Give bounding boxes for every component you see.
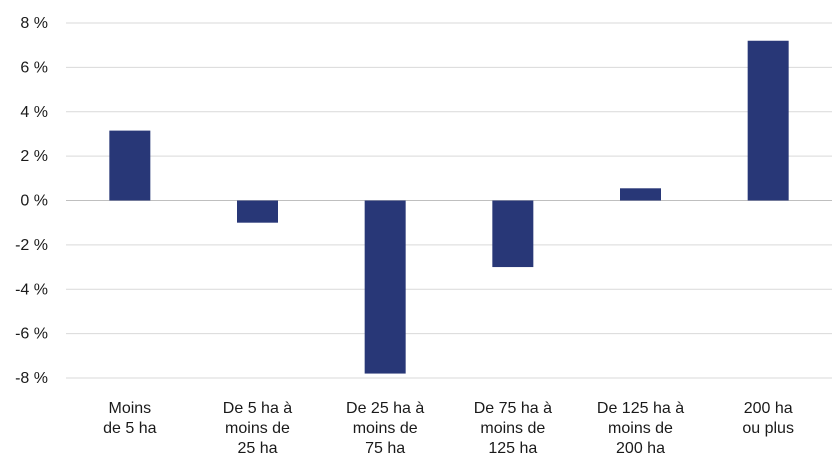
x-category-label: De 125 ha à moins de 200 ha [597, 400, 684, 457]
y-tick-label: 0 % [20, 193, 48, 210]
y-tick-label: -4 % [15, 281, 48, 298]
x-category-label: De 75 ha à moins de 125 ha [474, 400, 552, 457]
bar-2 [237, 200, 278, 223]
y-tick-label: 8 % [20, 15, 48, 32]
y-tick-label: -6 % [15, 326, 48, 343]
bars [109, 40, 789, 374]
bar-4 [492, 200, 534, 268]
bar-1 [109, 130, 151, 201]
x-category-label: De 25 ha à moins de 75 ha [346, 400, 424, 457]
y-tick-label: 2 % [20, 148, 48, 165]
bar-3 [364, 200, 406, 374]
x-axis-category-labels: Moins de 5 ha De 5 ha à moins de 25 ha De 25 … [103, 400, 794, 457]
x-category-label: De 5 ha à moins de 25 ha [223, 400, 292, 457]
gridlines [66, 22, 832, 379]
bar-6 [747, 40, 789, 201]
x-category-label: Moins de 5 ha [103, 400, 156, 437]
y-tick-label: -8 % [15, 370, 48, 387]
y-tick-label: 6 % [20, 59, 48, 76]
y-tick-label: -2 % [15, 237, 48, 254]
x-category-label: 200 ha ou plus [742, 400, 794, 437]
y-tick-label: 4 % [20, 104, 48, 121]
y-axis-tick-labels: 8 % 6 % 4 % 2 % 0 % -2 % -4 % -6 % -8 % [15, 15, 48, 387]
bar-5 [620, 188, 661, 201]
